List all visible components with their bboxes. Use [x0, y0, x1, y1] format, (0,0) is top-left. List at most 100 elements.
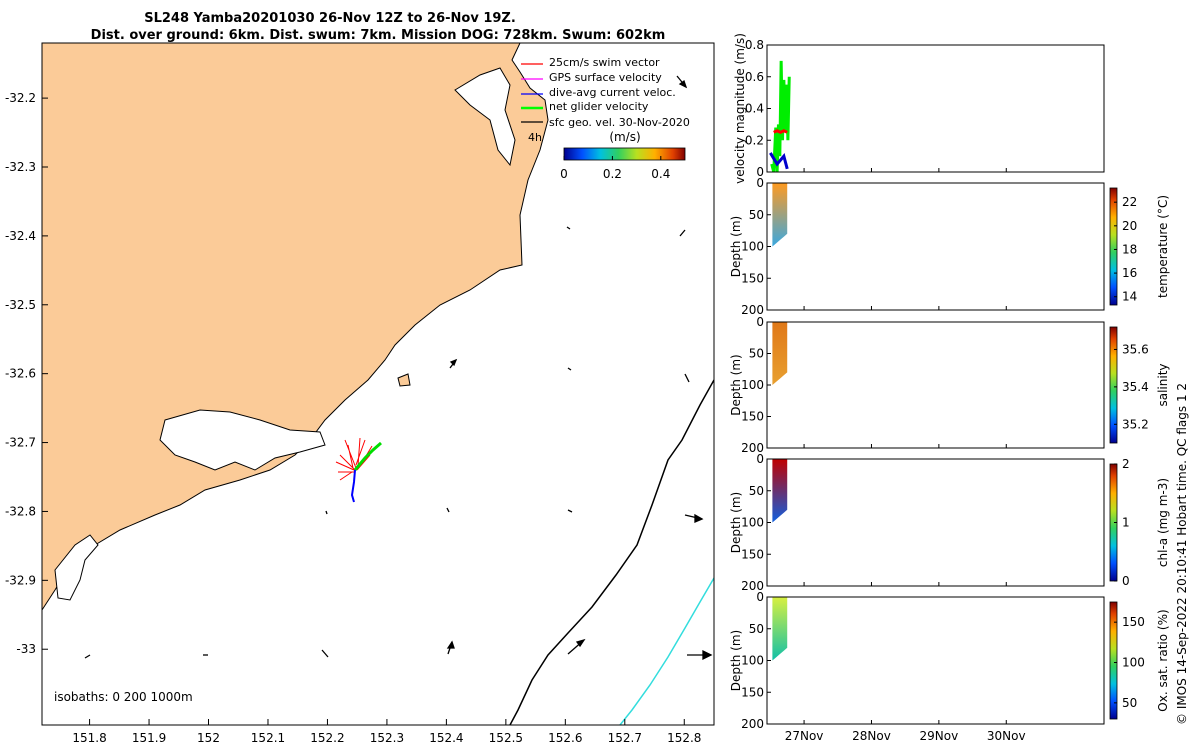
- map-colorbar-label: (m/s): [609, 130, 640, 144]
- figure-title-line2: Dist. over ground: 6km. Dist. swum: 7km.…: [91, 28, 666, 43]
- profile-data-fill: [772, 597, 788, 661]
- panel-colorbar-tick-label: 50: [1122, 696, 1137, 710]
- map-x-tick-label: 152.3: [370, 731, 404, 745]
- map-y-tick-label: -33: [16, 642, 36, 656]
- panel-colorbar: [1109, 326, 1118, 444]
- panel-colorbar-tick-label: 35.2: [1122, 417, 1149, 431]
- dive-avg-current: [350, 469, 356, 503]
- legend-suffix: 4h: [528, 131, 542, 144]
- panel-colorbar-tick-label: 150: [1122, 615, 1145, 629]
- map-x-tick-label: 152.7: [608, 731, 642, 745]
- imos-attribution: © IMOS 14-Sep-2022 20:10:41 Hobart time.…: [1175, 383, 1189, 725]
- panel-colorbar-tick-label: 18: [1122, 242, 1137, 256]
- map-x-tick-label: 151.9: [132, 731, 166, 745]
- map-y-tick-label: -32.7: [5, 436, 36, 450]
- panel-y-tick-label: 100: [741, 516, 764, 530]
- legend-swim-label: 25cm/s swim vector: [549, 56, 660, 69]
- glider-track-vectors: [335, 437, 382, 503]
- panel-background: [767, 183, 1104, 310]
- panel-colorbar-tick-label: 22: [1122, 195, 1137, 209]
- port-stephens-lake: [159, 409, 326, 471]
- panel-background: [767, 597, 1104, 724]
- estuary-north: [454, 67, 516, 167]
- panel-colorbar-tick-label: 35.6: [1122, 342, 1149, 356]
- panel-colorbar-tick-label: 1: [1122, 516, 1130, 530]
- map-x-tick-label: 152.2: [310, 731, 344, 745]
- panel-y-tick-label: 0.8: [745, 38, 764, 52]
- panel-chl-a: 0 50 100 150 200 Depth (m) 0 1 2 chl-a (mg m-3): [729, 452, 1170, 593]
- time-tick-label: 30Nov: [987, 729, 1026, 743]
- panel-colorbar: [1109, 601, 1118, 720]
- map-y-tick-label: -32.9: [5, 573, 36, 587]
- panel-colorbar: [1109, 187, 1118, 306]
- map-y-tick-label: -32.8: [5, 504, 36, 518]
- panel-oxygen: 0 50 100 150 200 Depth (m) 50 100 150 Ox. sat. ra…: [729, 590, 1170, 731]
- panel-background: [767, 45, 1104, 172]
- panel-y-tick-label: 0: [756, 590, 764, 604]
- panel-colorbar-tick-label: 35.4: [1122, 380, 1149, 394]
- panel-colorbar-tick-label: 14: [1122, 290, 1137, 304]
- panel-y-tick-label: 100: [741, 378, 764, 392]
- map-x-tick-label: 152.8: [667, 731, 701, 745]
- panel-y-label: Depth (m): [729, 354, 743, 415]
- legend-sfc-label: sfc geo. vel. 30-Nov-2020: [549, 116, 690, 129]
- map-y-tick-label: -32.5: [5, 298, 36, 312]
- map-y-tick-label: -32.4: [5, 229, 36, 243]
- panel-y-tick-label: 200: [741, 579, 764, 593]
- map-colorbar-tick-label: 0: [560, 167, 568, 181]
- sfc-geo-vel-arrows: [84, 75, 713, 661]
- profile-data-fill: [772, 183, 788, 247]
- map-legend: 25cm/s swim vector GPS surface velocity …: [521, 56, 690, 144]
- panel-y-tick-label: 50: [749, 484, 764, 498]
- figure-title-line1: SL248 Yamba20201030 26-Nov 12Z to 26-Nov…: [144, 11, 516, 26]
- panel-background: [767, 459, 1104, 586]
- panel-y-label: Depth (m): [729, 216, 743, 277]
- panel-colorbar-label: chl-a (mg m-3): [1156, 478, 1170, 567]
- panel-y-tick-label: 200: [741, 717, 764, 731]
- panel-y-tick-label: 50: [749, 622, 764, 636]
- map-y-tick-label: -32.2: [5, 91, 36, 105]
- small-island: [397, 373, 411, 387]
- time-tick-label: 27Nov: [785, 729, 824, 743]
- panel-y-tick-label: 50: [749, 347, 764, 361]
- map-colorbar-tick-label: 0.2: [603, 167, 622, 181]
- map-x-tick-label: 152.6: [548, 731, 582, 745]
- isobaths-label: isobaths: 0 200 1000m: [54, 690, 193, 704]
- profile-data-fill: [772, 459, 788, 523]
- panel-y-tick-label: 50: [749, 208, 764, 222]
- panel-y-tick-label: 0.6: [745, 70, 764, 84]
- map-y-tick-label: -32.6: [5, 367, 36, 381]
- panel-colorbar-tick-label: 0: [1122, 574, 1130, 588]
- panel-y-tick-label: 150: [741, 410, 764, 424]
- legend-dive-label: dive-avg current veloc.: [549, 86, 676, 99]
- panel-colorbar-tick-label: 16: [1122, 266, 1137, 280]
- time-tick-label: 28Nov: [852, 729, 891, 743]
- legend-net-label: net glider velocity: [549, 100, 649, 113]
- panel-y-tick-label: 200: [741, 303, 764, 317]
- panel-y-tick-label: 150: [741, 547, 764, 561]
- velocity-series-line: [770, 60, 791, 173]
- panel-y-tick-label: 100: [741, 654, 764, 668]
- panel-temperature: 0 50 100 150 200 Depth (m) 14 16 18 20 22 temperatu…: [729, 176, 1170, 317]
- panel-y-label: Depth (m): [729, 492, 743, 553]
- map-frame: [41, 42, 715, 726]
- profile-data-fill: [772, 322, 788, 385]
- panel-y-tick-label: 150: [741, 271, 764, 285]
- panel-colorbar-label: Ox. sat. ratio (%): [1156, 609, 1170, 711]
- panel-y-tick-label: 200: [741, 441, 764, 455]
- isobath-200m: [509, 379, 714, 725]
- coastline-land: [42, 43, 549, 611]
- panel-y-tick-label: 150: [741, 685, 764, 699]
- map-colorbar: [563, 147, 686, 161]
- panel-y-tick-label: 0: [756, 315, 764, 329]
- panel-y-label: Depth (m): [729, 630, 743, 691]
- panel-background: [767, 322, 1104, 448]
- isobath-1000m: [619, 577, 714, 725]
- panel-colorbar-label: salinity: [1156, 363, 1170, 406]
- map-x-tick-label: 152.5: [489, 731, 523, 745]
- map-colorbar-tick-label: 0.4: [651, 167, 670, 181]
- velocity-series-line: [773, 129, 788, 134]
- map-x-tick-label: 152.1: [251, 731, 285, 745]
- time-tick-label: 29Nov: [920, 729, 959, 743]
